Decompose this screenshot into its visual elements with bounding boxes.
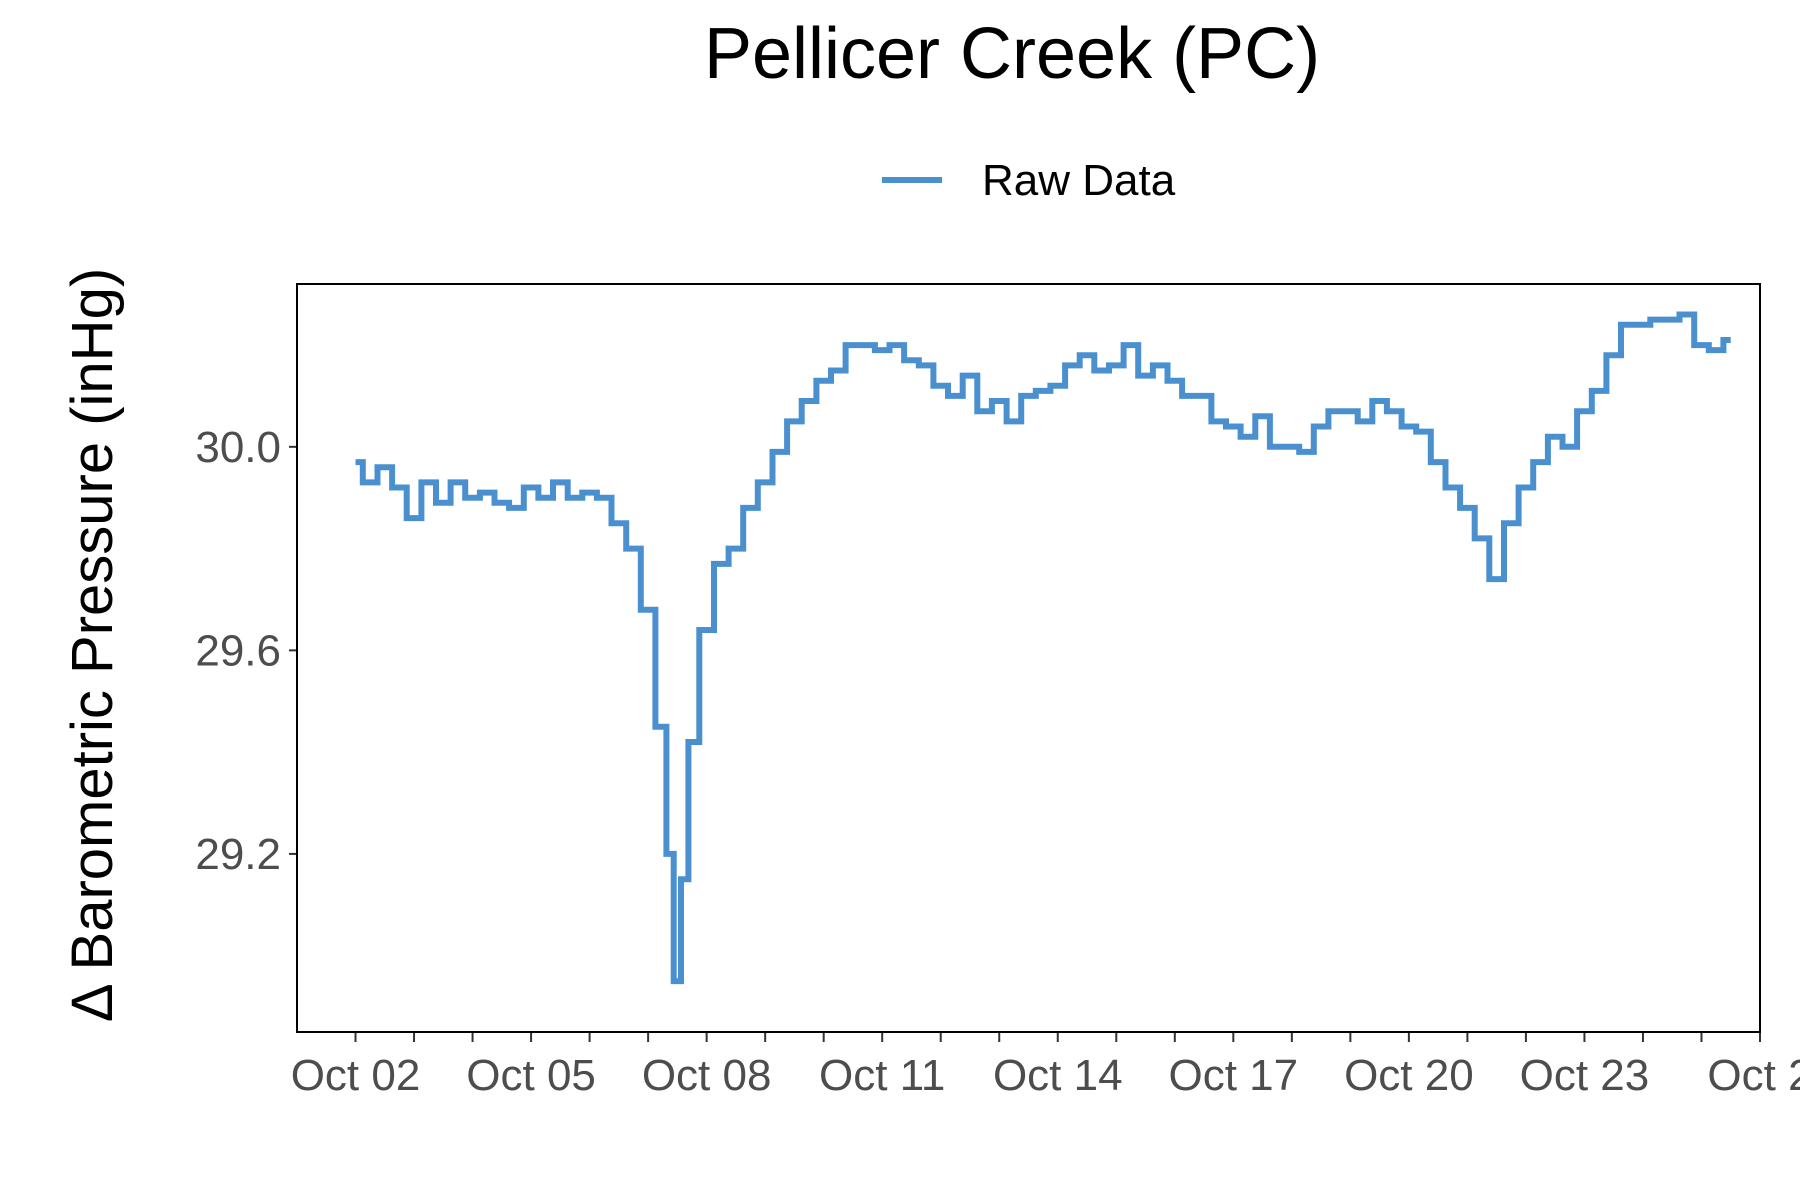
x-tick-label: Oct 17 [1169, 1051, 1299, 1100]
series-line-raw-data [355, 311, 1731, 985]
x-axis: Oct 02 Oct 05 Oct 08 Oct 11 Oct 14 Oct 17 Oct … [291, 1032, 1800, 1100]
x-tick-label: Oct 2 [1707, 1051, 1800, 1100]
x-tick-label: Oct 05 [466, 1051, 596, 1100]
x-tick-label: Oct 11 [819, 1051, 945, 1100]
x-tick-label: Oct 08 [642, 1051, 772, 1100]
x-tick-label: Oct 02 [291, 1051, 421, 1100]
x-tick-label: Oct 23 [1520, 1051, 1650, 1100]
legend-label-raw-data: Raw Data [982, 156, 1176, 205]
chart-title: Pellicer Creek (PC) [704, 14, 1320, 94]
y-tick-label: 29.6 [195, 626, 281, 675]
plot-frame [296, 283, 1761, 1033]
y-tick-label: 29.2 [195, 830, 281, 879]
y-axis-label: Δ Barometric Pressure (inHg) [60, 268, 125, 1022]
x-tick-label: Oct 14 [993, 1051, 1123, 1100]
legend: Raw Data [882, 156, 1176, 205]
y-tick-label: 30.0 [195, 423, 281, 472]
y-axis: 29.2 29.6 30.0 [195, 423, 297, 879]
x-tick-label: Oct 20 [1344, 1051, 1474, 1100]
plot-area [355, 311, 1731, 985]
